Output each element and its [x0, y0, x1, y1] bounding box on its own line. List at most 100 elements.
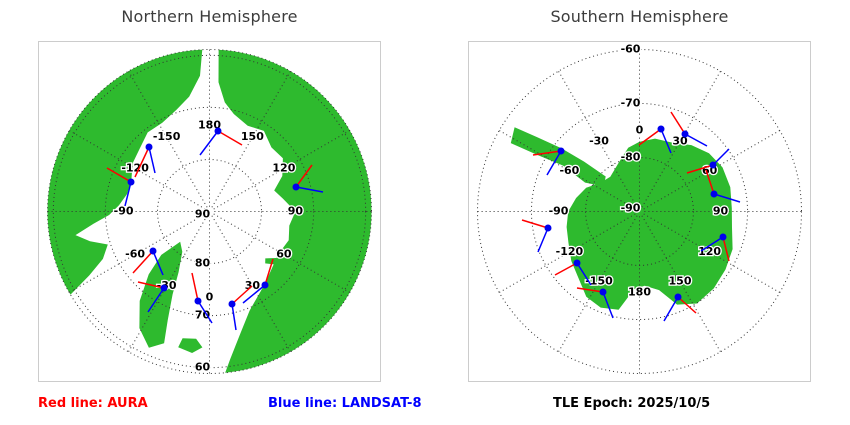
landsat8-track-segment [663, 296, 679, 322]
satellite-markers-layer [106, 127, 324, 331]
longitude-label: -150 [585, 275, 613, 288]
longitude-label: 90 [713, 205, 729, 218]
grid-labels: 0306090120150180-150-120-90-60-30-60-70-… [547, 42, 730, 300]
aura-track-segment [576, 287, 604, 293]
satellite-position-marker [657, 125, 665, 133]
north-polar-map: 0306090120150180-150-120-90-60-309080706… [47, 49, 372, 375]
landsat8-track-segment [602, 291, 614, 319]
satellite-position-marker [710, 190, 718, 198]
north-hemisphere-panel: Northern Hemisphere 0 30 60 90 120 150 180 -150… [38, 0, 381, 425]
landsat8-track-segment [660, 128, 672, 154]
longitude-label: 180 [628, 286, 651, 299]
aura-track-segment [722, 236, 730, 262]
aura-track-segment [264, 258, 274, 286]
satellite-position-marker [149, 247, 157, 255]
graticule-layer [477, 49, 802, 374]
satellite-position-marker [599, 288, 607, 296]
satellite-position-marker [145, 143, 153, 151]
landsat8-track-segment [295, 186, 324, 193]
landsat8-track-segment [147, 287, 165, 313]
aura-track-segment [638, 128, 662, 146]
longitude-label: -120 [556, 245, 584, 258]
satellite-position-marker [160, 284, 168, 292]
aura-track-segment [532, 150, 562, 156]
landsat8-track-segment [124, 181, 132, 207]
longitude-label: 150 [669, 275, 692, 288]
landsat8-track-segment [712, 148, 730, 166]
satellite-position-marker [681, 130, 689, 138]
aura-track-segment [231, 285, 253, 305]
landsat8-track-segment [576, 262, 592, 286]
landsat8-track-segment [713, 193, 741, 203]
latitude-label: 60 [195, 361, 211, 374]
legend-landsat8: Blue line: LANDSAT-8 [268, 396, 422, 411]
north-map-frame: 0 30 60 90 120 150 180 -150 -120 -90 -60 -30 90 80 70 6… [38, 41, 381, 382]
latitude-label: -70 [621, 96, 641, 109]
satellite-position-marker [557, 147, 565, 155]
landsat8-track-segment [546, 150, 562, 176]
aura-track-segment [137, 281, 165, 289]
latitude-label: 70 [195, 309, 211, 322]
latitude-label: -80 [621, 151, 641, 164]
satellite-position-marker [674, 293, 682, 301]
latitude-label: -90 [621, 201, 641, 214]
landmass [47, 49, 204, 305]
aura-track-segment [670, 111, 686, 135]
longitude-label: 120 [272, 162, 295, 175]
landsat8-track-segment [199, 130, 219, 156]
aura-track-segment [686, 164, 714, 174]
longitude-label: 0 [636, 124, 644, 137]
satellite-position-marker [127, 178, 135, 186]
aura-track-segment [191, 272, 199, 302]
landsat8-track-segment [684, 133, 708, 147]
longitude-label: 90 [288, 205, 304, 218]
satellite-position-marker [261, 281, 269, 289]
south-map-frame: 0 30 60 90 120 150 180 -150 -120 -90 -60 -30 -60 -70-… [468, 41, 811, 382]
longitude-label: -90 [549, 205, 569, 218]
aura-track-segment [554, 262, 578, 276]
satellite-position-marker [544, 224, 552, 232]
legend-tle-epoch: TLE Epoch: 2025/10/5 [553, 396, 711, 411]
landsat8-track-segment [700, 236, 724, 252]
satellite-markers-layer [521, 111, 741, 322]
legend-aura: Red line: AURA [38, 396, 148, 411]
satellite-position-marker [194, 297, 202, 305]
longitude-label: -90 [114, 205, 134, 218]
latitude-label: 80 [195, 257, 211, 270]
south-polar-map: 0306090120150180-150-120-90-60-30-60-70-… [477, 42, 802, 374]
satellite-position-marker [228, 300, 236, 308]
landsat8-track-segment [197, 300, 213, 324]
landsat8-track-segment [242, 284, 266, 304]
latitude-label: -60 [621, 43, 641, 56]
longitude-label: -60 [559, 164, 579, 177]
longitude-label: -120 [121, 162, 149, 175]
legend-bar: Red line: AURA Blue line: LANDSAT-8 TLE … [0, 396, 850, 418]
aura-track-segment [134, 146, 150, 178]
satellite-position-marker [292, 183, 300, 191]
landsat8-track-segment [537, 227, 549, 253]
aura-track-segment [217, 130, 243, 146]
south-map-title: Southern Hemisphere [550, 7, 729, 26]
aura-track-segment [521, 219, 549, 229]
landmass [178, 338, 203, 353]
aura-track-segment [132, 250, 154, 274]
satellite-position-marker [573, 259, 581, 267]
landsat8-track-segment [148, 146, 156, 174]
north-map-title: Northern Hemisphere [121, 7, 298, 26]
satellite-position-marker [709, 161, 717, 169]
landmass [566, 138, 733, 310]
aura-track-segment [295, 164, 313, 188]
longitude-label: -30 [589, 134, 609, 147]
satellite-position-marker [214, 127, 222, 135]
landsat8-track-segment [152, 250, 164, 276]
longitude-label: 150 [241, 130, 264, 143]
longitude-label: 60 [276, 247, 292, 260]
satellite-position-marker [719, 233, 727, 241]
aura-track-segment [106, 167, 132, 183]
longitude-label: -60 [125, 247, 145, 260]
south-hemisphere-panel: Southern Hemisphere 0 30 60 90 120 150 180 -150… [468, 0, 811, 425]
latitude-label: 90 [195, 208, 211, 221]
landsat8-track-segment [231, 303, 237, 331]
aura-track-segment [705, 169, 715, 195]
aura-track-segment [677, 296, 697, 314]
